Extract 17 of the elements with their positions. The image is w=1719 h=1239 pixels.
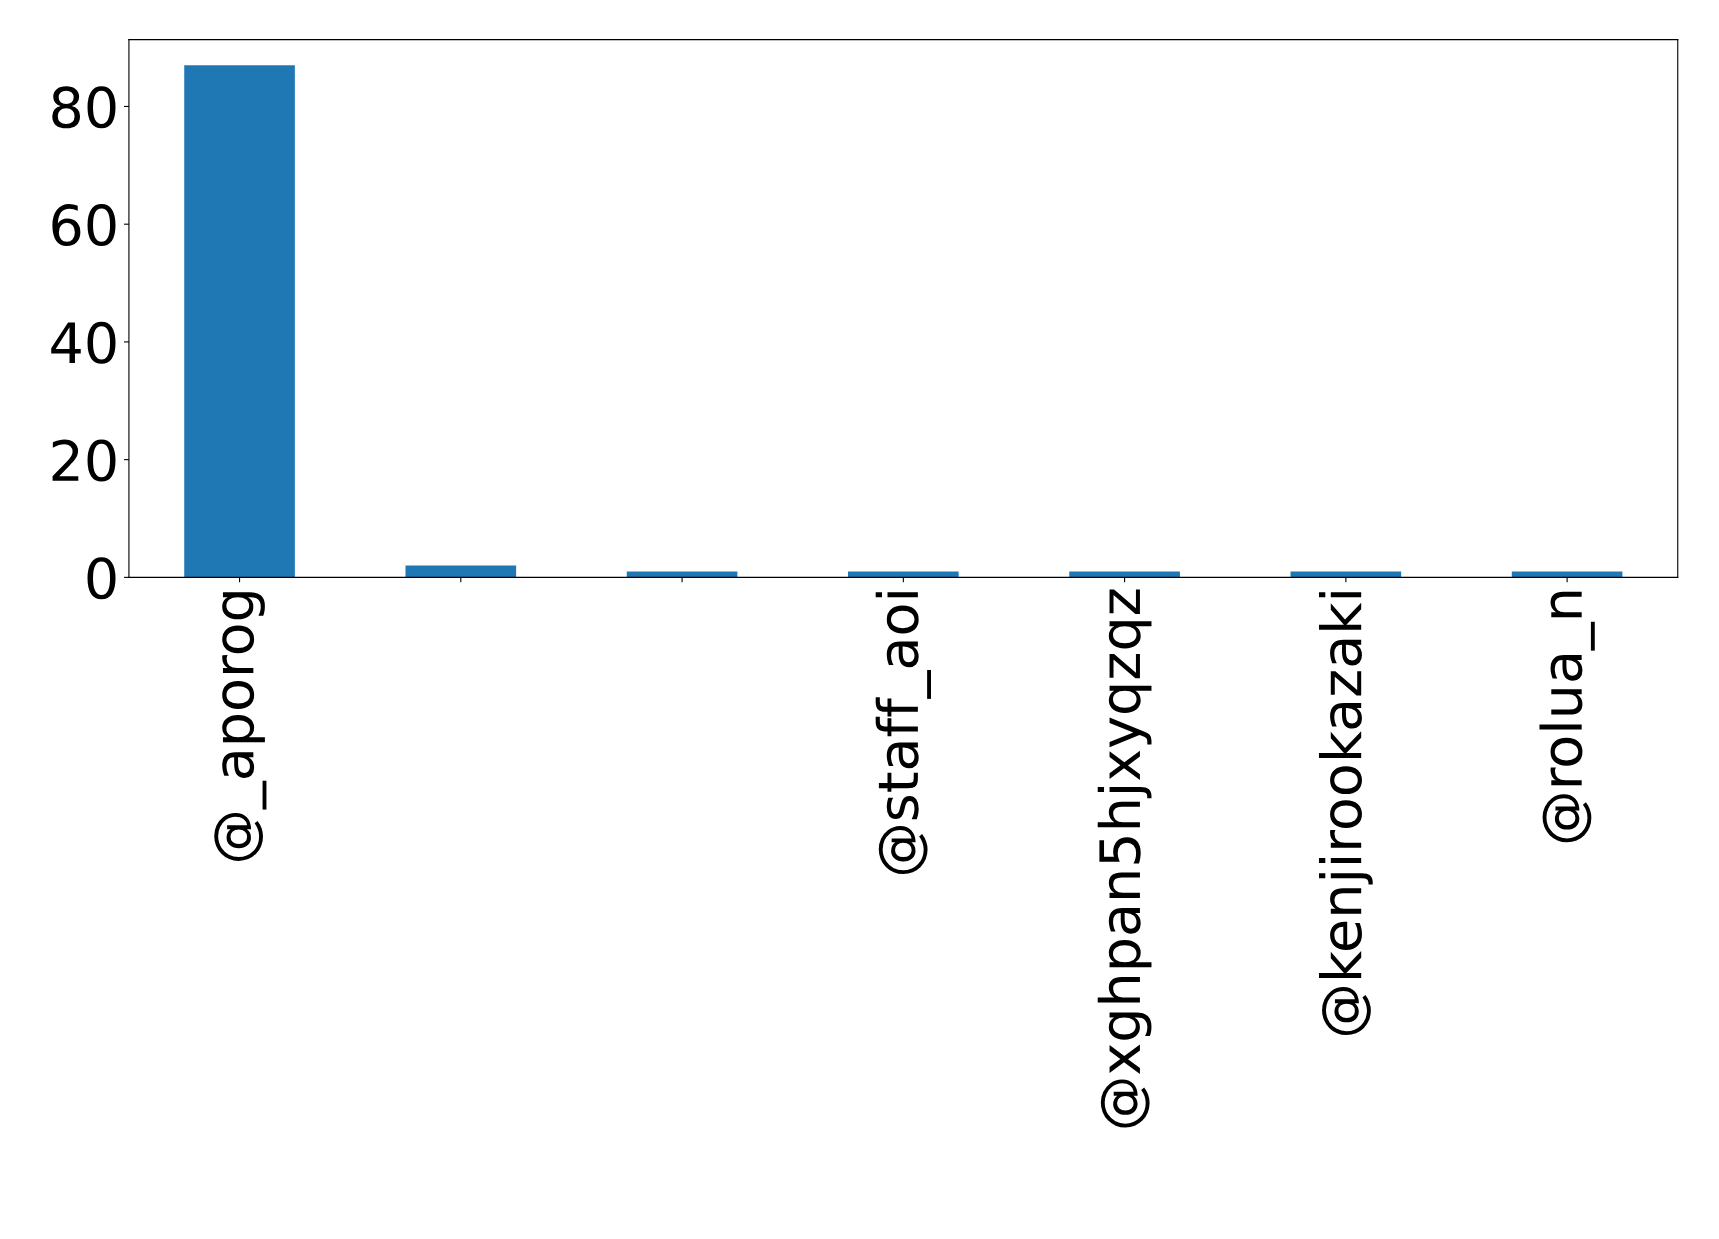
bar — [848, 571, 959, 578]
y-tick-label: 60 — [52, 204, 116, 247]
bar — [1290, 571, 1402, 578]
x-tick-label: @_aporog — [214, 592, 267, 861]
bar — [184, 65, 295, 578]
bar — [1511, 571, 1623, 578]
bar — [405, 565, 517, 578]
x-tick-label: @kenjirookazaki — [1318, 592, 1373, 1036]
x-tick-label: @staff_aoi — [875, 592, 931, 875]
bar — [1069, 571, 1180, 578]
x-tick-label: @xghpan5hjxyqzqz — [1097, 589, 1152, 1128]
x-tick-label: @rolua_n — [1539, 591, 1595, 843]
y-tick-label: 0 — [87, 557, 116, 600]
y-tick-label: 40 — [51, 321, 116, 364]
bar — [626, 571, 738, 578]
y-tick-label: 20 — [52, 439, 116, 482]
y-tick-label: 80 — [52, 86, 116, 129]
